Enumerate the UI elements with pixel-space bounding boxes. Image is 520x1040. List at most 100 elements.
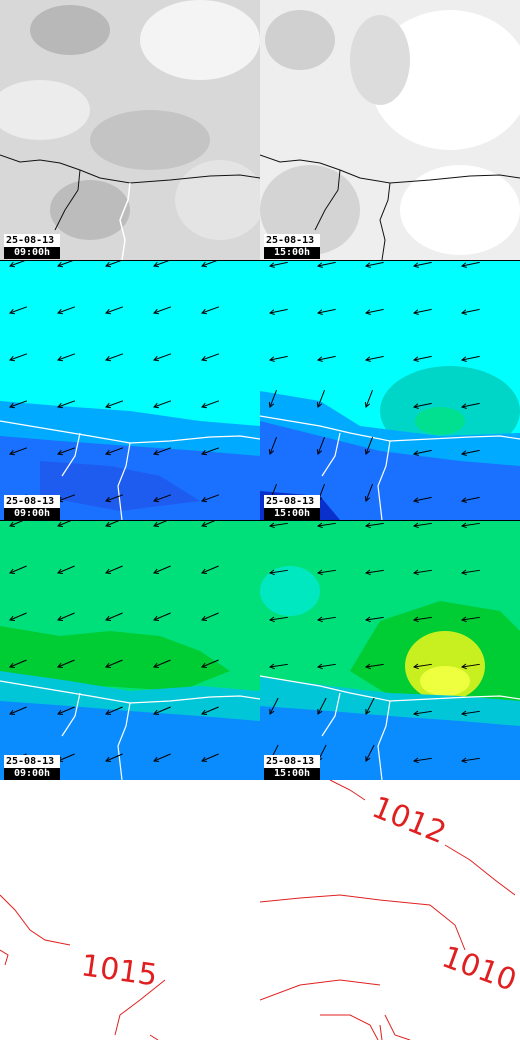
wind-arrows [268,261,480,503]
wind-arrow [105,753,123,762]
wind-arrow [201,706,219,715]
wind-arrowhead [412,710,419,717]
wind-arrowhead [201,568,208,574]
wind-arrowhead [460,569,467,576]
divider [0,260,520,261]
wind-arrowhead [201,308,208,315]
wind-arrowhead [364,522,371,529]
wind-arrow [413,616,432,621]
wind-arrowhead [201,449,208,456]
wind-arrow [9,521,24,527]
wind-arrow [9,612,27,621]
wind-arrowhead [460,616,467,623]
wind-arrow [201,753,219,762]
wind-arrow [461,569,480,574]
wind-arrowhead [364,663,371,670]
wind-arrowhead [460,262,467,268]
wind-arrowhead [412,569,419,576]
wind-arrowhead [364,616,371,623]
wind-arrow [413,449,432,455]
wind-arrowhead [105,261,112,268]
wind-arrowhead [105,308,112,315]
wind-arrow [201,612,219,621]
wind-arrowhead [105,521,112,527]
wind-arrow [317,261,336,267]
wind-arrow [105,261,122,267]
wind-arrow [461,616,480,621]
wind-arrowhead [57,662,64,668]
wind-arrowhead [105,568,112,574]
wind-arrow [317,697,327,715]
wind-arrowhead [460,710,467,717]
wind-arrow [105,447,124,455]
wind-arrow [153,706,171,715]
wind-arrow [105,565,123,574]
time-label: 09:00h [4,247,60,259]
wind-arrowhead [412,497,419,503]
gust-map [0,521,260,780]
wind-arrowhead [153,449,160,456]
timestamp: 25-08-13 09:00h [4,495,60,520]
wind-arrow [413,308,432,314]
date-label: 25-08-13 [4,495,60,508]
wind-arrow [413,663,432,668]
wind-arrowhead [9,662,16,668]
wind-arrow [153,494,172,502]
wind-arrow [365,697,375,715]
wind-arrow [153,565,171,574]
wind-arrow [413,710,432,715]
wind-arrowhead [412,309,419,315]
wind-arrowhead [105,355,112,362]
cloud-map [260,0,520,260]
wind-arrowhead [57,308,64,315]
wind-arrowhead [57,402,64,409]
wind-arrow [105,659,123,668]
wind-arrow [365,616,384,621]
wind-arrow [57,494,76,502]
wind-arrow [413,355,432,361]
wind-arrow [9,261,26,267]
wind-arrow [9,565,27,574]
wind-arrowhead [412,403,419,409]
wind-arrows [268,522,480,764]
wind-arrowhead [412,450,419,456]
wind-arrowhead [412,663,419,670]
wind-arrow [57,612,75,621]
wind-arrowhead [365,755,371,762]
wind-arrow [413,757,432,762]
wind-arrow [365,744,375,762]
wind-arrowhead [412,616,419,623]
wind-arrow [105,400,124,408]
wind-arrow [269,437,277,455]
time-label: 15:00h [264,508,320,520]
date-label: 25-08-13 [264,495,320,508]
wind-arrow [461,449,480,455]
wind-arrow [269,697,279,715]
wind-arrow [365,437,373,455]
wind-arrow [153,353,172,361]
isobar-map: 1012 1010 [260,780,520,1040]
wind-arrowhead [268,569,275,576]
wind-arrow [317,522,336,527]
wind-arrow [317,390,325,408]
wind-map [260,261,520,520]
wind-arrowhead [364,569,371,576]
wind-arrow [461,496,480,502]
wind-arrowhead [105,709,112,715]
wind-arrow [317,663,336,668]
wind-arrow [57,659,75,668]
wind-arrowhead [9,615,16,621]
wind-arrow [317,355,336,361]
wind-arrowhead [105,402,112,409]
wind-arrowhead [201,709,208,715]
wind-arrow [413,402,432,408]
wind-arrow [9,400,28,408]
isobar-map: 1015 [0,780,260,1040]
wind-arrow [9,447,28,455]
wind-arrowhead [153,496,160,503]
wind-arrow [461,402,480,408]
wind-arrow [201,261,218,267]
cloud-panel-1500: 25-08-13 15:00h [260,0,520,260]
wind-arrows [9,261,220,503]
wind-arrow [105,521,120,527]
